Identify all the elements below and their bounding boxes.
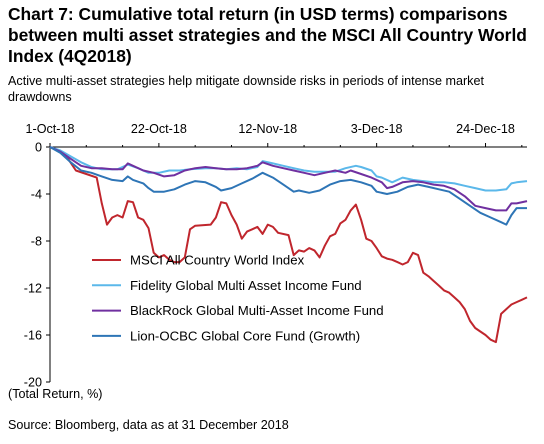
series-line-3 [49, 146, 528, 212]
legend-label: BlackRock Global Multi-Asset Income Fund [130, 303, 384, 318]
y-tick-label: -20 [24, 376, 42, 390]
y-tick-label: -4 [31, 188, 42, 202]
y-axis-label: (Total Return, %) [8, 387, 102, 401]
legend-label: Fidelity Global Multi Asset Income Fund [130, 278, 362, 293]
chart-series [49, 146, 528, 344]
chart-legend: MSCI All Country World Index Fidelity Glo… [92, 253, 384, 343]
x-tick-label: 12-Nov-18 [238, 122, 297, 136]
legend-label: Lion-OCBC Global Core Fund (Growth) [130, 328, 360, 343]
x-tick-label: 22-Oct-18 [131, 122, 187, 136]
x-tick-label: 1-Oct-18 [26, 122, 75, 136]
series-line-1 [49, 146, 528, 344]
series-line-4 [49, 146, 527, 226]
source-note: Source: Bloomberg, data as at 31 Decembe… [8, 418, 289, 432]
x-tick-label: 3-Dec-18 [351, 122, 403, 136]
x-tick-label: 24-Dec-18 [456, 122, 515, 136]
y-tick-label: -16 [24, 329, 42, 343]
y-tick-label: -8 [31, 235, 42, 249]
y-tick-label: -12 [24, 282, 42, 296]
chart-subtitle: Active multi-asset strategies help mitig… [8, 74, 484, 104]
chart-title: Chart 7: Cumulative total return (in USD… [8, 4, 527, 66]
y-tick-label: 0 [35, 141, 42, 155]
chart-axes: 0 -4 -8 -12 -16 -20 1-Oct-18 22-Oct-18 12-Nov-18… [24, 122, 527, 390]
legend-label: MSCI All Country World Index [130, 253, 305, 268]
